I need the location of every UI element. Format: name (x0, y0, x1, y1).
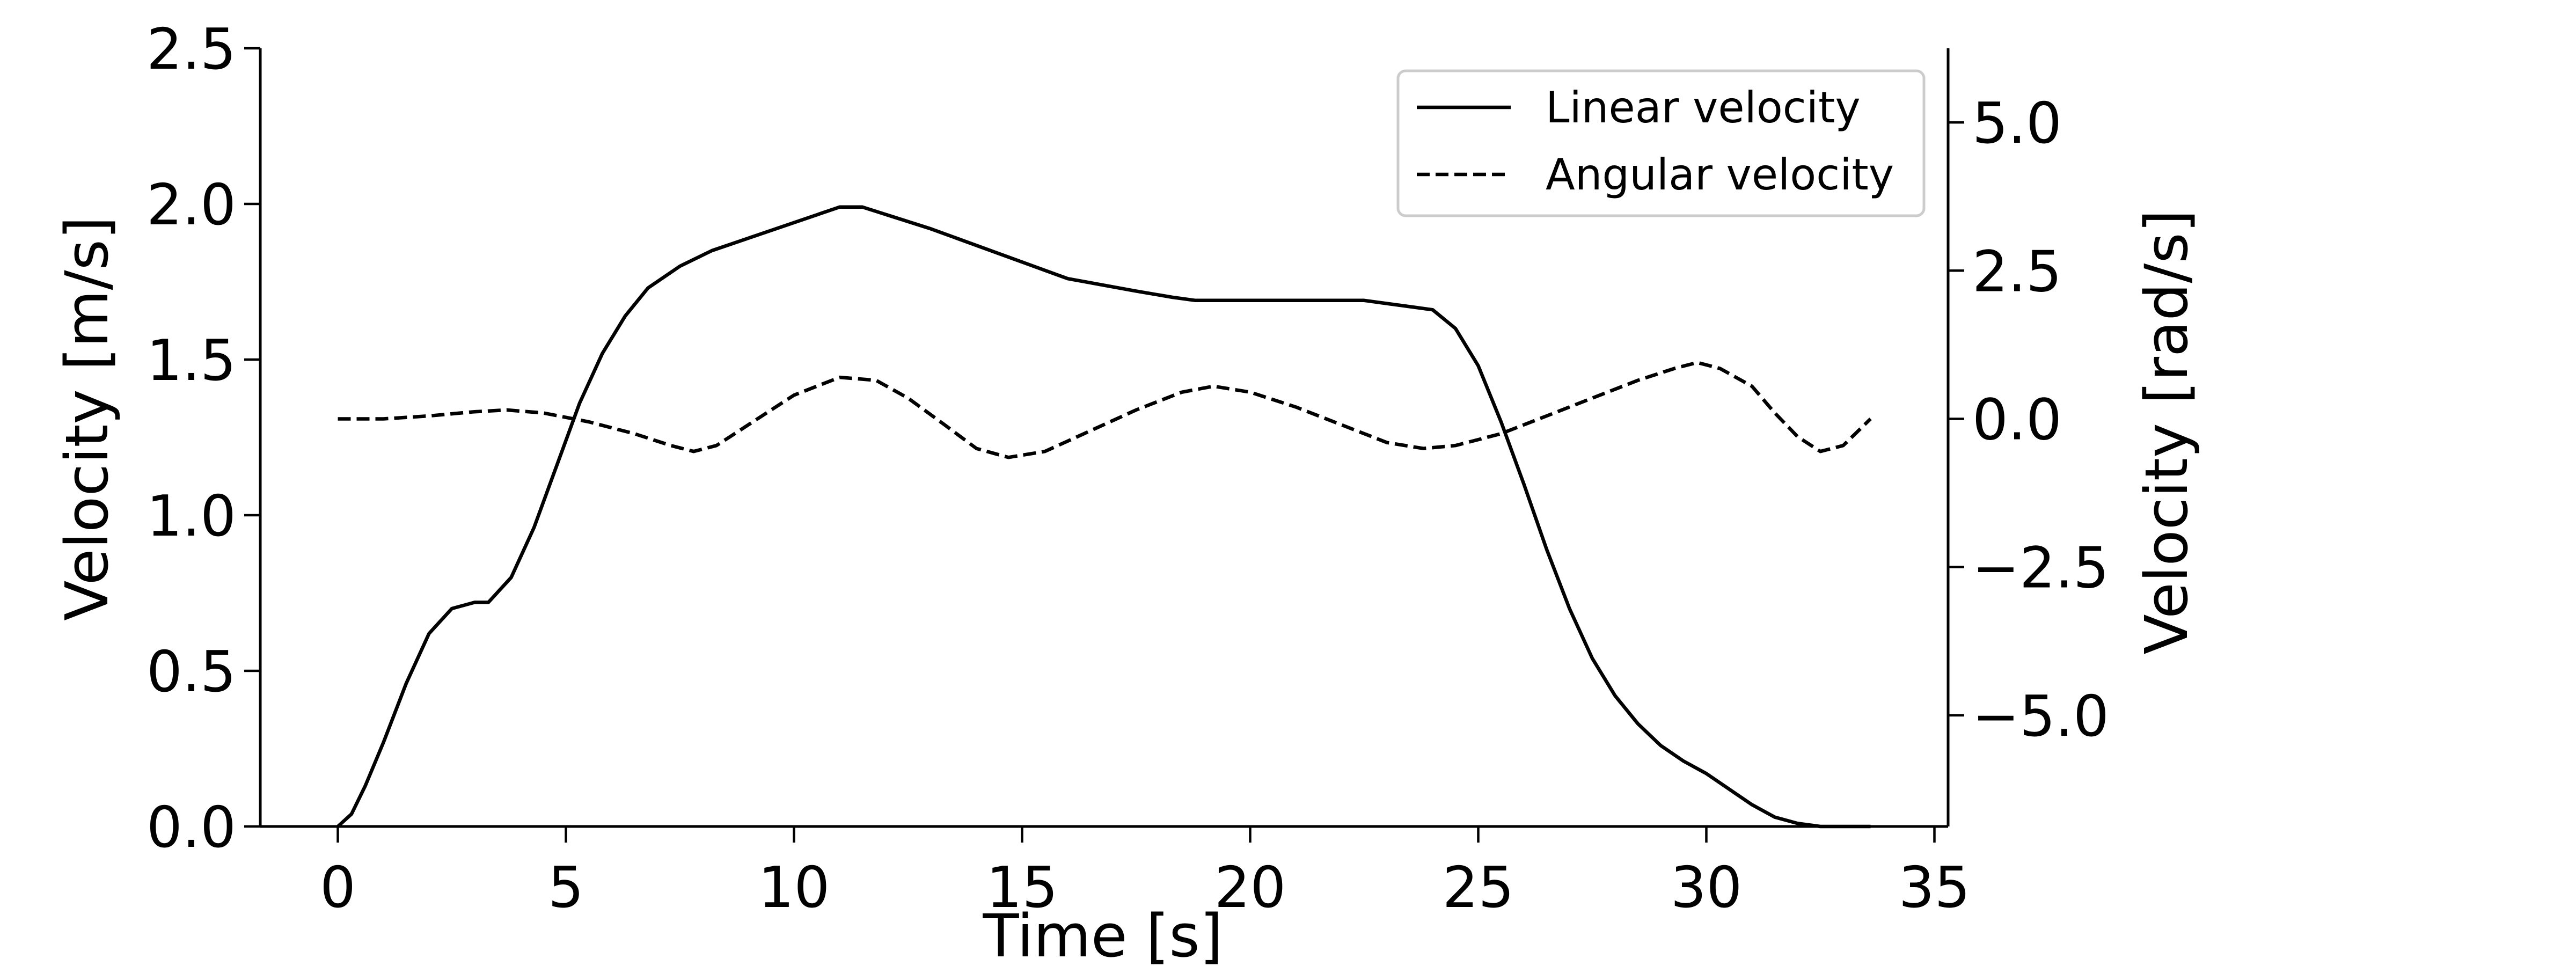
x-tick-label: 5 (548, 855, 584, 920)
y2-axis-label: Velocity [rad/s] (2132, 209, 2201, 654)
linear-velocity-line (336, 205, 1871, 829)
angular-velocity-line (338, 361, 1872, 459)
x-tick-label: 20 (1214, 855, 1286, 920)
y2-tick-label: 0.0 (1972, 387, 2062, 452)
x-tick-label: 30 (1671, 855, 1743, 920)
legend: Linear velocity Angular velocity (1396, 69, 1926, 217)
x-tick-label: 10 (758, 855, 830, 920)
x-tick-label: 35 (1899, 855, 1971, 920)
x-axis-label: Time [s] (982, 902, 1223, 966)
plot-series (336, 205, 1872, 829)
y2-tick-label: 5.0 (1972, 91, 2062, 156)
y-tick-label: 0.0 (147, 795, 236, 860)
legend-label: Angular velocity (1546, 150, 1894, 200)
y2-tick-label: −5.0 (1972, 684, 2109, 749)
y-tick-label: 2.5 (147, 17, 236, 82)
x-tick-label: 15 (986, 855, 1058, 920)
x-tick-label: 0 (320, 855, 356, 920)
y-tick-label: 0.5 (147, 639, 236, 705)
y-tick-label: 2.0 (147, 172, 236, 238)
y-tick-label: 1.0 (147, 484, 236, 549)
legend-label: Linear velocity (1546, 83, 1861, 133)
y-tick-label: 1.5 (147, 328, 236, 393)
y-axis-label: Velocity [m/s] (53, 216, 121, 621)
y2-tick-label: 2.5 (1972, 239, 2062, 304)
y2-tick-label: −2.5 (1972, 536, 2109, 601)
plot-axes: 0 5 10 15 20 25 30 35 0.0 0.5 1.0 1.5 2.0 2.5 −5.0 −2.5… (147, 17, 2109, 920)
legend-frame (1396, 69, 1926, 217)
x-tick-label: 25 (1443, 855, 1514, 920)
